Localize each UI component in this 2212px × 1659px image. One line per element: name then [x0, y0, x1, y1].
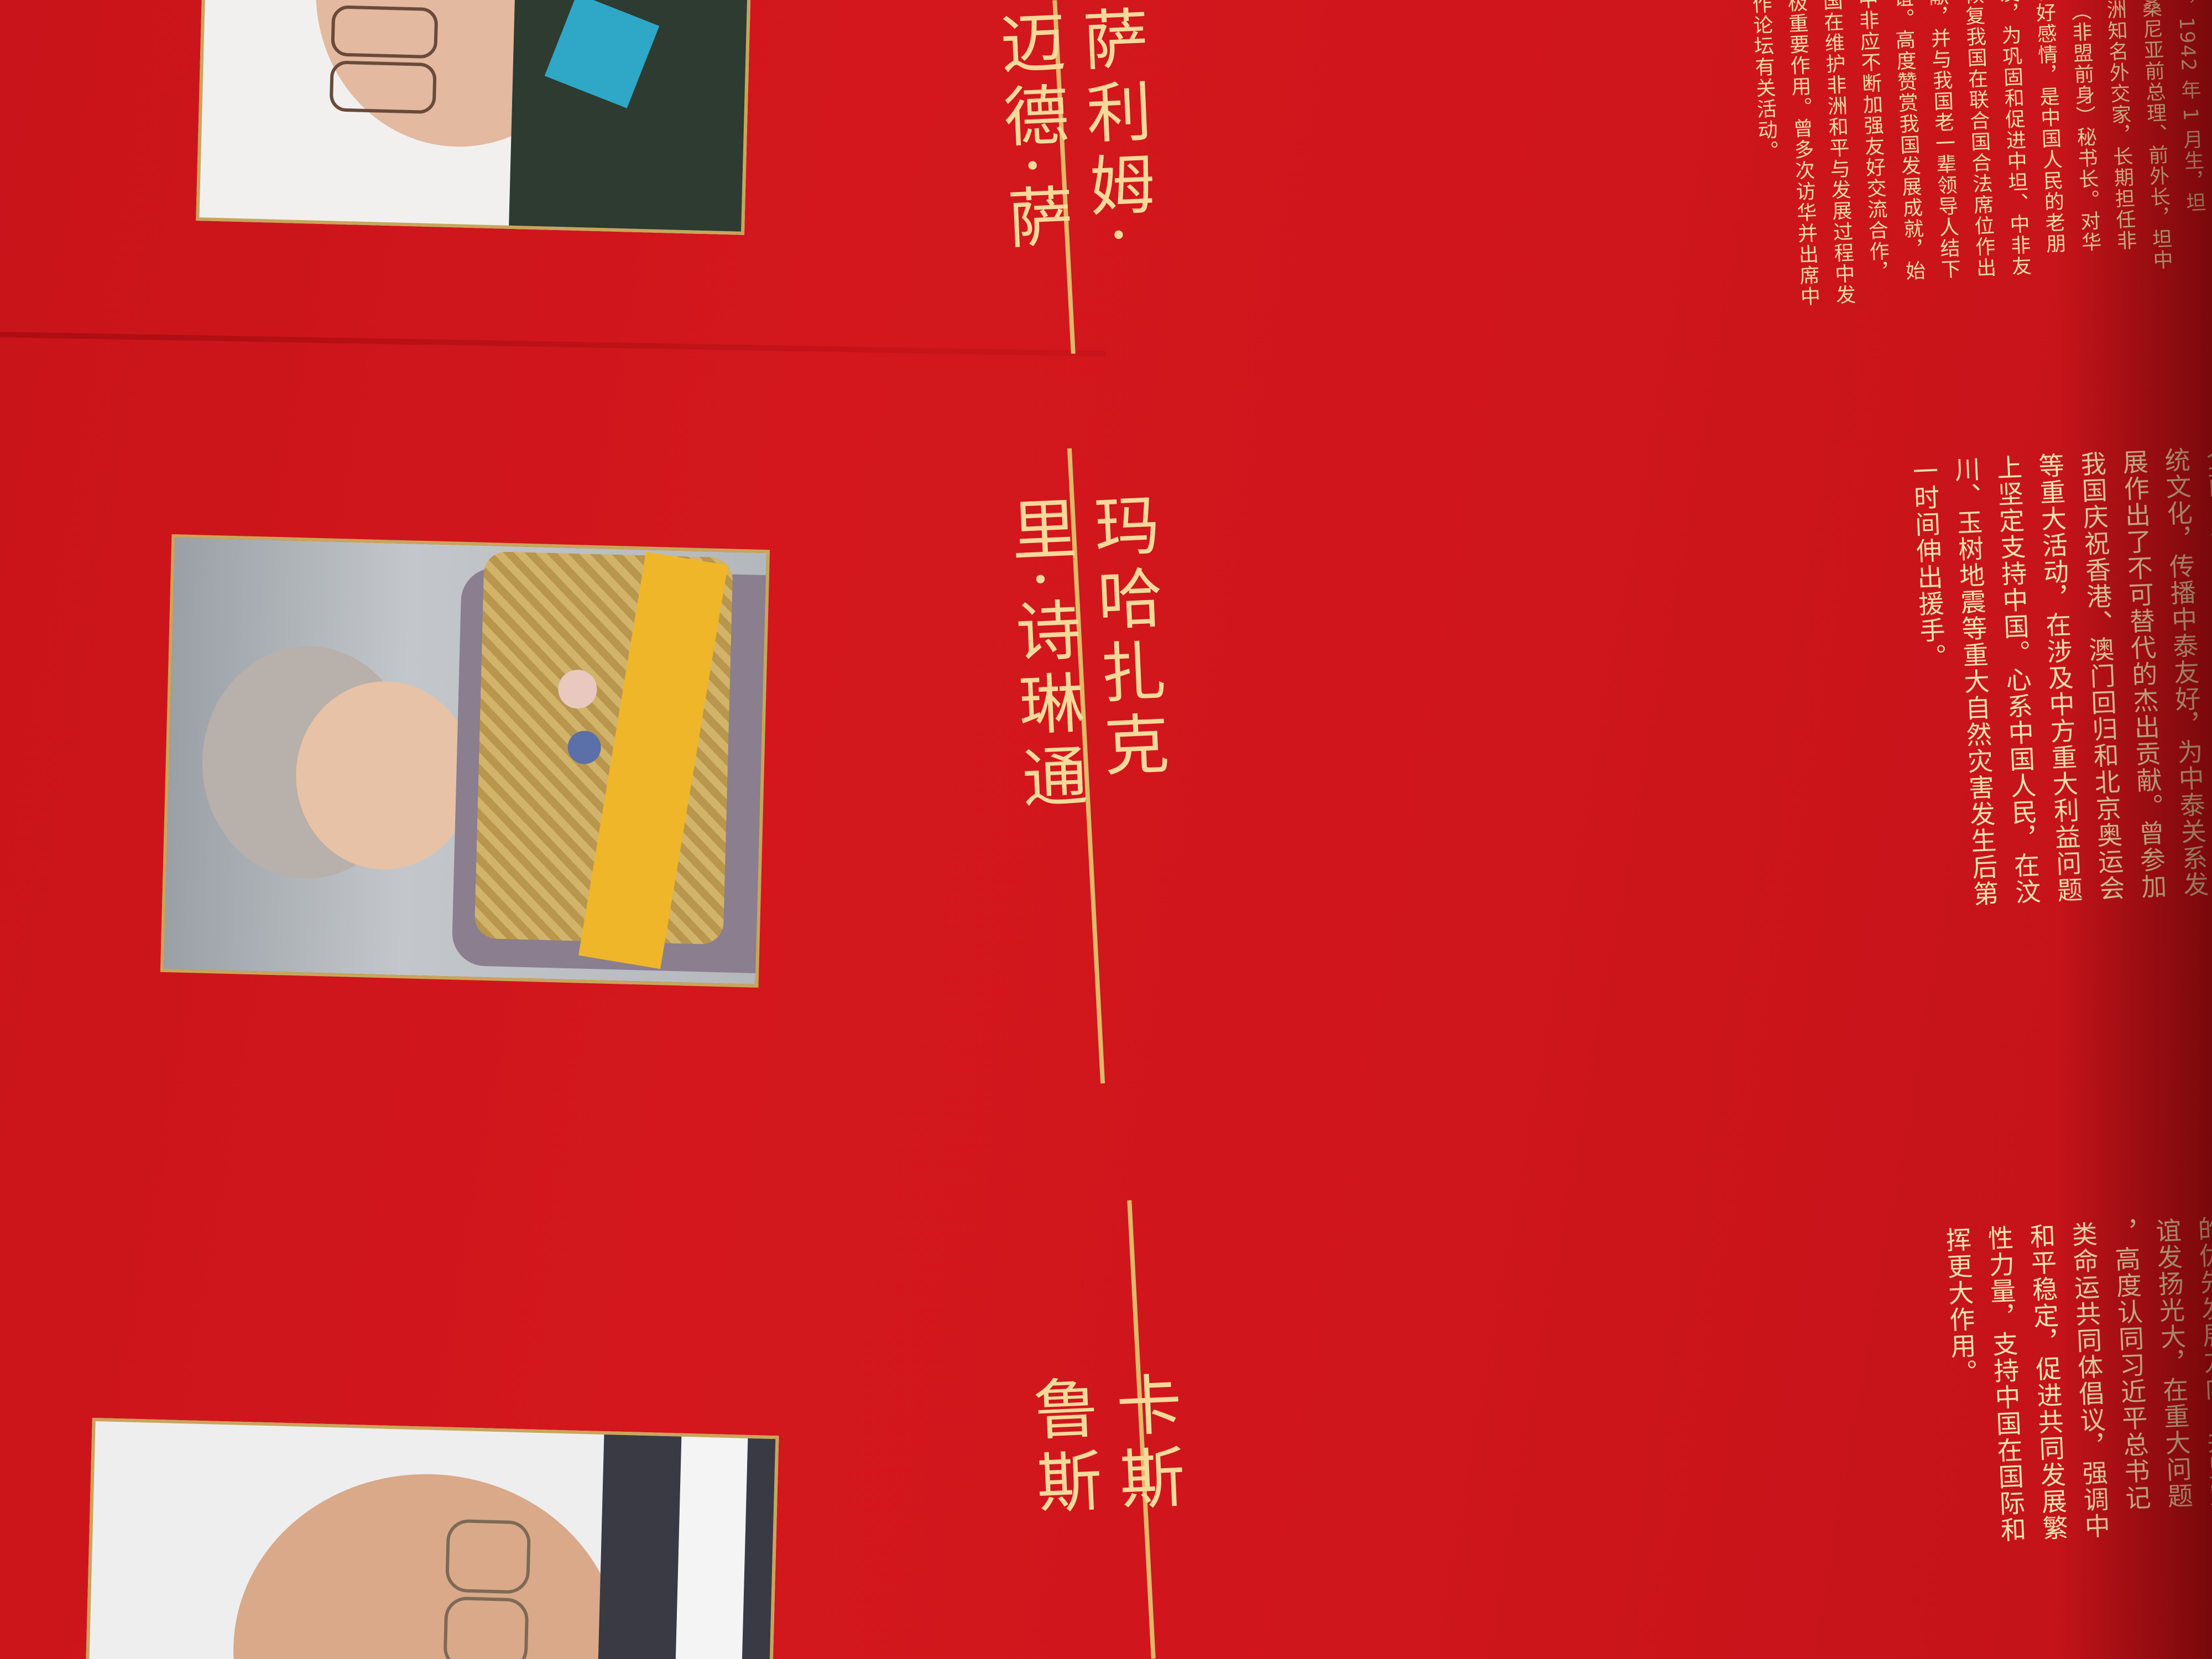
person-name-line-2: 迈德·萨 [987, 7, 1075, 258]
person-name-line-1: 卡斯 [1103, 1370, 1187, 1519]
portrait-photo-bottom [85, 1417, 779, 1659]
edge-shadow [2057, 0, 2212, 1659]
person-name-line-1: 萨利姆· [1070, 4, 1158, 255]
person-name-top: 萨利姆· 迈德·萨 [984, 4, 1161, 258]
person-name-line-1: 玛哈扎克 [1081, 491, 1171, 786]
person-name-line-2: 鲁斯 [1020, 1373, 1104, 1523]
person-name-middle: 玛哈扎克 里·诗琳通 [995, 491, 1175, 818]
portrait-photo-top [196, 0, 751, 235]
person-name-line-2: 里·诗琳通 [998, 494, 1089, 818]
panel-seam [0, 332, 1106, 357]
person-name-bottom: 卡斯 鲁斯 [1018, 1370, 1190, 1523]
portrait-photo-middle [160, 534, 770, 988]
